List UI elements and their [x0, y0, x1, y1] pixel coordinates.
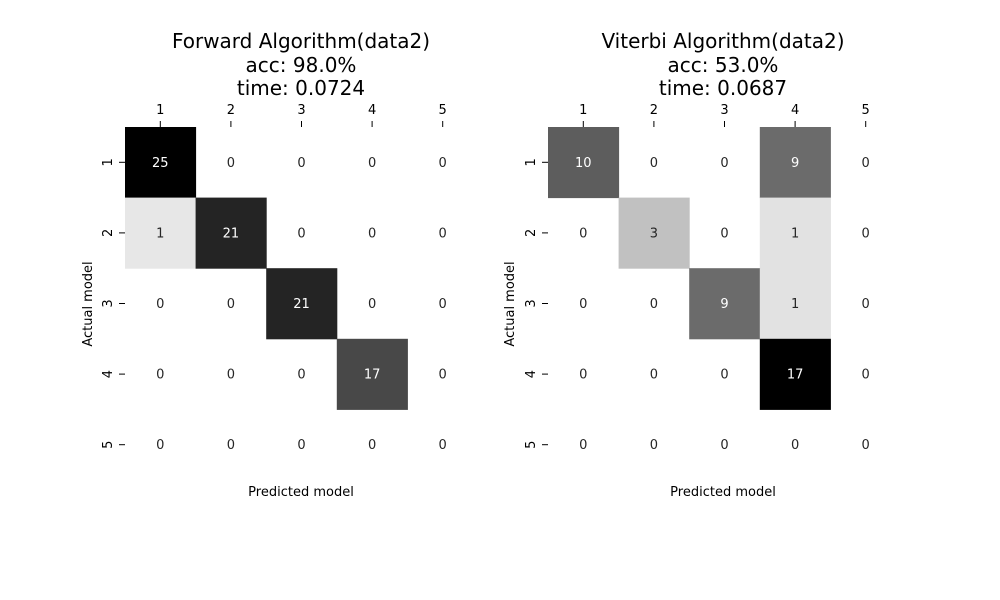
- chart-title-line-3: time: 0.0724: [237, 76, 365, 100]
- cell-r3-c3: [266, 268, 338, 340]
- y-axis-label: Actual model: [503, 261, 518, 346]
- forward-confusion-matrix: Forward Algorithm(data2) acc: 98.0% time…: [81, 29, 447, 500]
- chart-title-line-2: acc: 53.0%: [668, 53, 779, 77]
- y-tick-label: 5: [524, 441, 539, 449]
- cell-value-label: 0: [227, 438, 235, 453]
- viterbi-confusion-matrix: Viterbi Algorithm(data2) acc: 53.0% time…: [503, 29, 870, 500]
- cell-value-label: 0: [650, 438, 658, 453]
- x-tick-label: 2: [650, 103, 658, 118]
- cell-value-label: 0: [227, 368, 235, 383]
- cell-value-label: 3: [650, 226, 658, 241]
- cell-r1-c1: [125, 127, 197, 199]
- cell-value-label: 0: [862, 156, 870, 171]
- x-tick-label: 4: [368, 103, 376, 118]
- y-tick-label: 1: [524, 158, 539, 166]
- cell-value-label: 1: [791, 226, 799, 241]
- y-tick-label: 2: [524, 229, 539, 237]
- y-tick-label: 1: [101, 158, 116, 166]
- cell-value-label: 21: [293, 297, 310, 312]
- cell-value-label: 0: [297, 368, 305, 383]
- cell-r2-c2: [618, 197, 690, 269]
- cell-r2-c1: [125, 197, 197, 269]
- cell-value-label: 0: [720, 226, 728, 241]
- cell-value-label: 0: [720, 368, 728, 383]
- cell-value-label: 0: [579, 226, 587, 241]
- cell-value-label: 0: [862, 226, 870, 241]
- cell-value-label: 0: [439, 156, 447, 171]
- cell-value-label: 0: [650, 156, 658, 171]
- cell-r4-c4: [759, 338, 831, 410]
- y-tick-label: 3: [524, 299, 539, 307]
- heatmap-plot-area: 25 0 0 0 0 1 21 0 0 0 0 0 21 0 0 0 0 0 17 0 0 0 0 0 0 1 2 3 4 5 1 2 3 4 5: [101, 103, 447, 453]
- y-tick-label: 2: [101, 229, 116, 237]
- cell-r3-c4: [759, 268, 831, 340]
- x-axis-label: Predicted model: [248, 485, 354, 500]
- chart-title-line-1: Forward Algorithm(data2): [172, 29, 430, 53]
- x-tick-label: 5: [862, 103, 870, 118]
- cell-value-label: 0: [297, 438, 305, 453]
- y-tick-label: 3: [101, 299, 116, 307]
- cell-value-label: 0: [439, 368, 447, 383]
- cell-value-label: 17: [787, 368, 804, 383]
- cell-r4-c4: [336, 338, 408, 410]
- cell-r2-c4: [759, 197, 831, 269]
- chart-title-line-2: acc: 98.0%: [246, 53, 357, 77]
- cell-value-label: 0: [720, 438, 728, 453]
- cell-value-label: 25: [152, 156, 169, 171]
- cell-value-label: 17: [364, 368, 381, 383]
- cell-value-label: 0: [368, 156, 376, 171]
- x-axis-label: Predicted model: [670, 485, 776, 500]
- cell-r1-c4: [759, 127, 831, 199]
- x-tick-label: 3: [720, 103, 728, 118]
- cell-value-label: 1: [791, 297, 799, 312]
- cell-value-label: 0: [579, 438, 587, 453]
- cell-value-label: 0: [227, 297, 235, 312]
- cell-value-label: 0: [439, 438, 447, 453]
- cell-value-label: 0: [156, 297, 164, 312]
- chart-title-line-3: time: 0.0687: [659, 76, 787, 100]
- cell-value-label: 0: [297, 226, 305, 241]
- y-tick-label: 5: [101, 441, 116, 449]
- cell-value-label: 10: [575, 156, 592, 171]
- cell-value-label: 0: [862, 438, 870, 453]
- cell-value-label: 21: [223, 226, 240, 241]
- x-tick-label: 1: [156, 103, 164, 118]
- cell-value-label: 0: [650, 368, 658, 383]
- y-tick-label: 4: [524, 370, 539, 378]
- cell-r1-c1: [548, 127, 620, 199]
- cell-value-label: 0: [368, 226, 376, 241]
- cell-value-label: 0: [720, 156, 728, 171]
- cell-value-label: 0: [579, 297, 587, 312]
- cell-value-label: 0: [368, 438, 376, 453]
- cell-value-label: 0: [862, 297, 870, 312]
- cell-value-label: 0: [439, 297, 447, 312]
- x-tick-label: 5: [439, 103, 447, 118]
- cell-r3-c3: [689, 268, 761, 340]
- cell-value-label: 0: [439, 226, 447, 241]
- cell-value-label: 9: [720, 297, 728, 312]
- y-axis-label: Actual model: [81, 261, 96, 346]
- cell-value-label: 0: [368, 297, 376, 312]
- cell-value-label: 9: [791, 156, 799, 171]
- x-tick-label: 4: [791, 103, 799, 118]
- cell-value-label: 1: [156, 226, 164, 241]
- cell-value-label: 0: [227, 156, 235, 171]
- x-tick-label: 1: [579, 103, 587, 118]
- chart-title-line-1: Viterbi Algorithm(data2): [601, 29, 844, 53]
- x-tick-label: 2: [227, 103, 235, 118]
- y-tick-label: 4: [101, 370, 116, 378]
- cell-value-label: 0: [791, 438, 799, 453]
- cell-value-label: 0: [862, 368, 870, 383]
- cell-value-label: 0: [579, 368, 587, 383]
- cell-value-label: 0: [156, 438, 164, 453]
- x-tick-label: 3: [297, 103, 305, 118]
- cell-r2-c2: [195, 197, 267, 269]
- cell-value-label: 0: [156, 368, 164, 383]
- cell-value-label: 0: [297, 156, 305, 171]
- cell-value-label: 0: [650, 297, 658, 312]
